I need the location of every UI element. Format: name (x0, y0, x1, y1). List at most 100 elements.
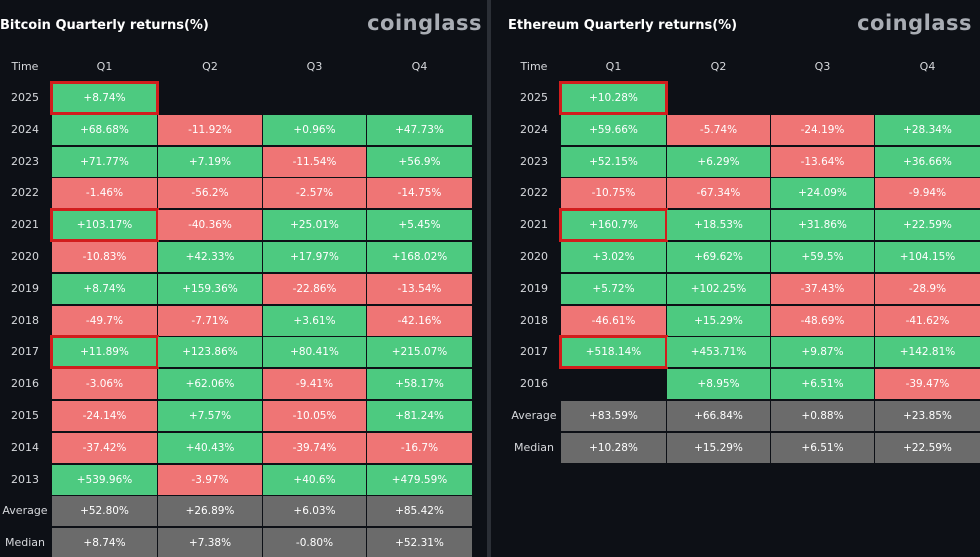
year-label: 2019 (11, 281, 39, 295)
panel-divider (487, 0, 491, 557)
year-label: 2021 (11, 218, 39, 232)
return-cell: +0.96% (263, 114, 366, 145)
return-cell: +18.53% (667, 210, 770, 241)
summary-label: Median (4, 536, 45, 550)
return-cell: +8.95% (667, 369, 770, 400)
summary-cell: +22.59% (875, 432, 980, 463)
return-cell: -7.71% (158, 305, 262, 336)
column-header: Q4 (411, 60, 428, 73)
return-cell: -16.7% (367, 432, 472, 463)
return-cell: -40.36% (158, 210, 262, 241)
return-cell: -48.69% (771, 305, 874, 336)
return-cell: -3.06% (52, 369, 157, 400)
return-cell: +453.71% (667, 337, 770, 368)
return-cell: +59.66% (561, 114, 666, 145)
return-cell: +168.02% (367, 242, 472, 272)
return-cell: +31.86% (771, 210, 874, 241)
year-label: 2023 (520, 154, 548, 168)
summary-cell: +8.74% (52, 528, 157, 557)
summary-label: Median (513, 440, 554, 454)
return-cell: -5.74% (667, 114, 770, 145)
return-cell: +24.09% (771, 178, 874, 209)
year-label: 2017 (11, 345, 39, 359)
brand-logo: coinglass (857, 11, 972, 35)
return-cell: -1.46% (52, 178, 157, 209)
return-cell: +56.9% (367, 146, 472, 177)
summary-cell: +15.29% (667, 432, 770, 463)
return-cell: -9.41% (263, 369, 366, 400)
return-cell: +539.96% (52, 464, 157, 495)
summary-label: Average (2, 504, 48, 518)
summary-cell: +0.88% (771, 401, 874, 431)
return-cell: -10.75% (561, 178, 666, 209)
year-label: 2020 (11, 250, 39, 263)
return-cell: -24.14% (52, 401, 157, 431)
return-cell: +5.45% (367, 210, 472, 241)
return-cell: +7.57% (158, 401, 262, 431)
return-cell: +28.34% (875, 114, 980, 145)
return-cell: +103.17% (52, 210, 157, 241)
return-cell: -39.74% (263, 432, 366, 463)
return-cell: +6.29% (667, 146, 770, 177)
return-cell: +3.61% (263, 305, 366, 336)
year-label: 2013 (11, 472, 39, 486)
return-cell: +59.5% (771, 242, 874, 272)
year-label: 2020 (520, 250, 548, 263)
return-cell: +160.7% (561, 210, 666, 241)
year-label: 2014 (11, 440, 39, 454)
year-label: 2016 (520, 377, 548, 391)
return-cell: -11.54% (263, 146, 366, 177)
column-header: Q3 (814, 60, 831, 73)
column-header: Q4 (919, 60, 936, 73)
return-cell: +102.25% (667, 273, 770, 304)
return-cell: +6.51% (771, 369, 874, 400)
return-cell: +17.97% (263, 242, 366, 272)
year-label: 2016 (11, 377, 39, 391)
return-cell: +479.59% (367, 464, 472, 495)
return-cell: -22.86% (263, 273, 366, 304)
year-label: 2024 (520, 122, 548, 136)
year-label: 2018 (520, 313, 548, 327)
return-cell: +81.24% (367, 401, 472, 431)
column-header: Q3 (306, 60, 323, 73)
year-label: 2017 (520, 345, 548, 359)
return-cell: -39.47% (875, 369, 980, 400)
summary-cell: +23.85% (875, 401, 980, 431)
return-cell: -13.54% (367, 273, 472, 304)
return-cell: +7.19% (158, 146, 262, 177)
summary-cell: +7.38% (158, 528, 262, 557)
summary-cell: +10.28% (561, 432, 666, 463)
return-cell: +69.62% (667, 242, 770, 272)
column-header: Q1 (605, 60, 622, 73)
summary-label: Average (511, 409, 557, 422)
return-cell: +40.6% (263, 464, 366, 495)
summary-cell: +66.84% (667, 401, 770, 431)
return-cell: -10.05% (263, 401, 366, 431)
year-label: 2022 (520, 186, 548, 200)
panel-title: Ethereum Quarterly returns(%) (508, 18, 738, 33)
return-cell: +80.41% (263, 337, 366, 368)
return-cell: +62.06% (158, 369, 262, 400)
summary-cell: +6.51% (771, 432, 874, 463)
return-cell: -11.92% (158, 114, 262, 145)
year-label: 2025 (11, 91, 39, 104)
column-header: Time (520, 60, 548, 73)
return-cell: -37.42% (52, 432, 157, 463)
year-label: 2023 (11, 154, 39, 168)
return-cell: +518.14% (561, 337, 666, 368)
year-label: 2018 (11, 313, 39, 327)
return-cell: -9.94% (875, 178, 980, 209)
return-cell: +5.72% (561, 273, 666, 304)
column-header: Q1 (96, 60, 113, 73)
return-cell: -56.2% (158, 178, 262, 209)
return-cell: +11.89% (52, 337, 157, 368)
column-header: Time (11, 60, 39, 73)
return-cell: +22.59% (875, 210, 980, 241)
year-label: 2025 (520, 91, 548, 104)
return-cell: +142.81% (875, 337, 980, 368)
return-cell: -24.19% (771, 114, 874, 145)
return-cell: -46.61% (561, 305, 666, 336)
summary-cell: -0.80% (263, 528, 366, 557)
return-cell: -3.97% (158, 464, 262, 495)
